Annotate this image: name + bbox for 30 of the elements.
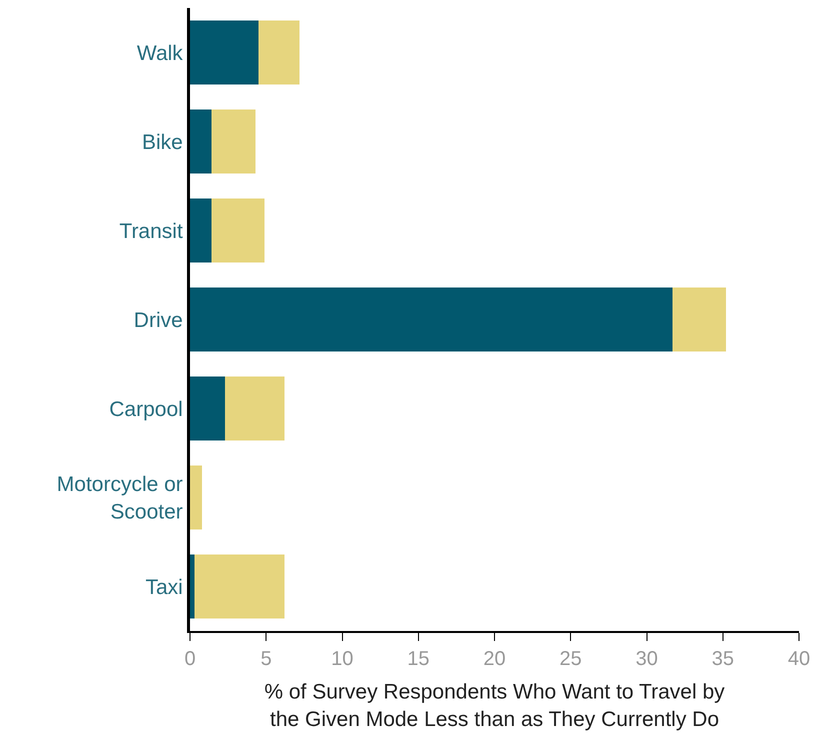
y-tick-label: Transit [119, 220, 183, 243]
x-tick-label: 20 [483, 648, 506, 670]
bar [194, 554, 284, 619]
x-tick-label: 5 [260, 648, 272, 670]
bar [190, 198, 212, 263]
bar [211, 109, 256, 174]
bar [190, 554, 195, 619]
x-tick-label: 30 [636, 648, 658, 670]
bar [258, 20, 300, 85]
bar [190, 20, 259, 85]
bar [211, 198, 265, 263]
x-tick-label: 10 [331, 648, 354, 670]
bar [672, 287, 726, 352]
y-tick-label: Walk [136, 42, 184, 65]
bar [190, 465, 202, 530]
y-tick-label: Taxi [145, 576, 183, 599]
x-tick-label: 25 [560, 648, 582, 670]
x-tick-label: 35 [712, 648, 734, 670]
bar [225, 376, 284, 441]
y-tick-label: Carpool [109, 398, 183, 421]
bar [190, 109, 212, 174]
bar [190, 376, 226, 441]
y-tick-label: Motorcycle or Scooter [56, 473, 183, 524]
x-axis-title: % of Survey Respondents Who Want to Travel by the Given Mode Less than as They Currently Do [264, 680, 726, 731]
y-tick-label: Drive [134, 308, 183, 332]
bar [190, 287, 673, 352]
y-tick-label: Bike [142, 130, 183, 154]
x-tick-label: 15 [407, 648, 430, 670]
x-tick-label: 40 [788, 648, 810, 670]
x-tick-label: 0 [184, 648, 196, 670]
